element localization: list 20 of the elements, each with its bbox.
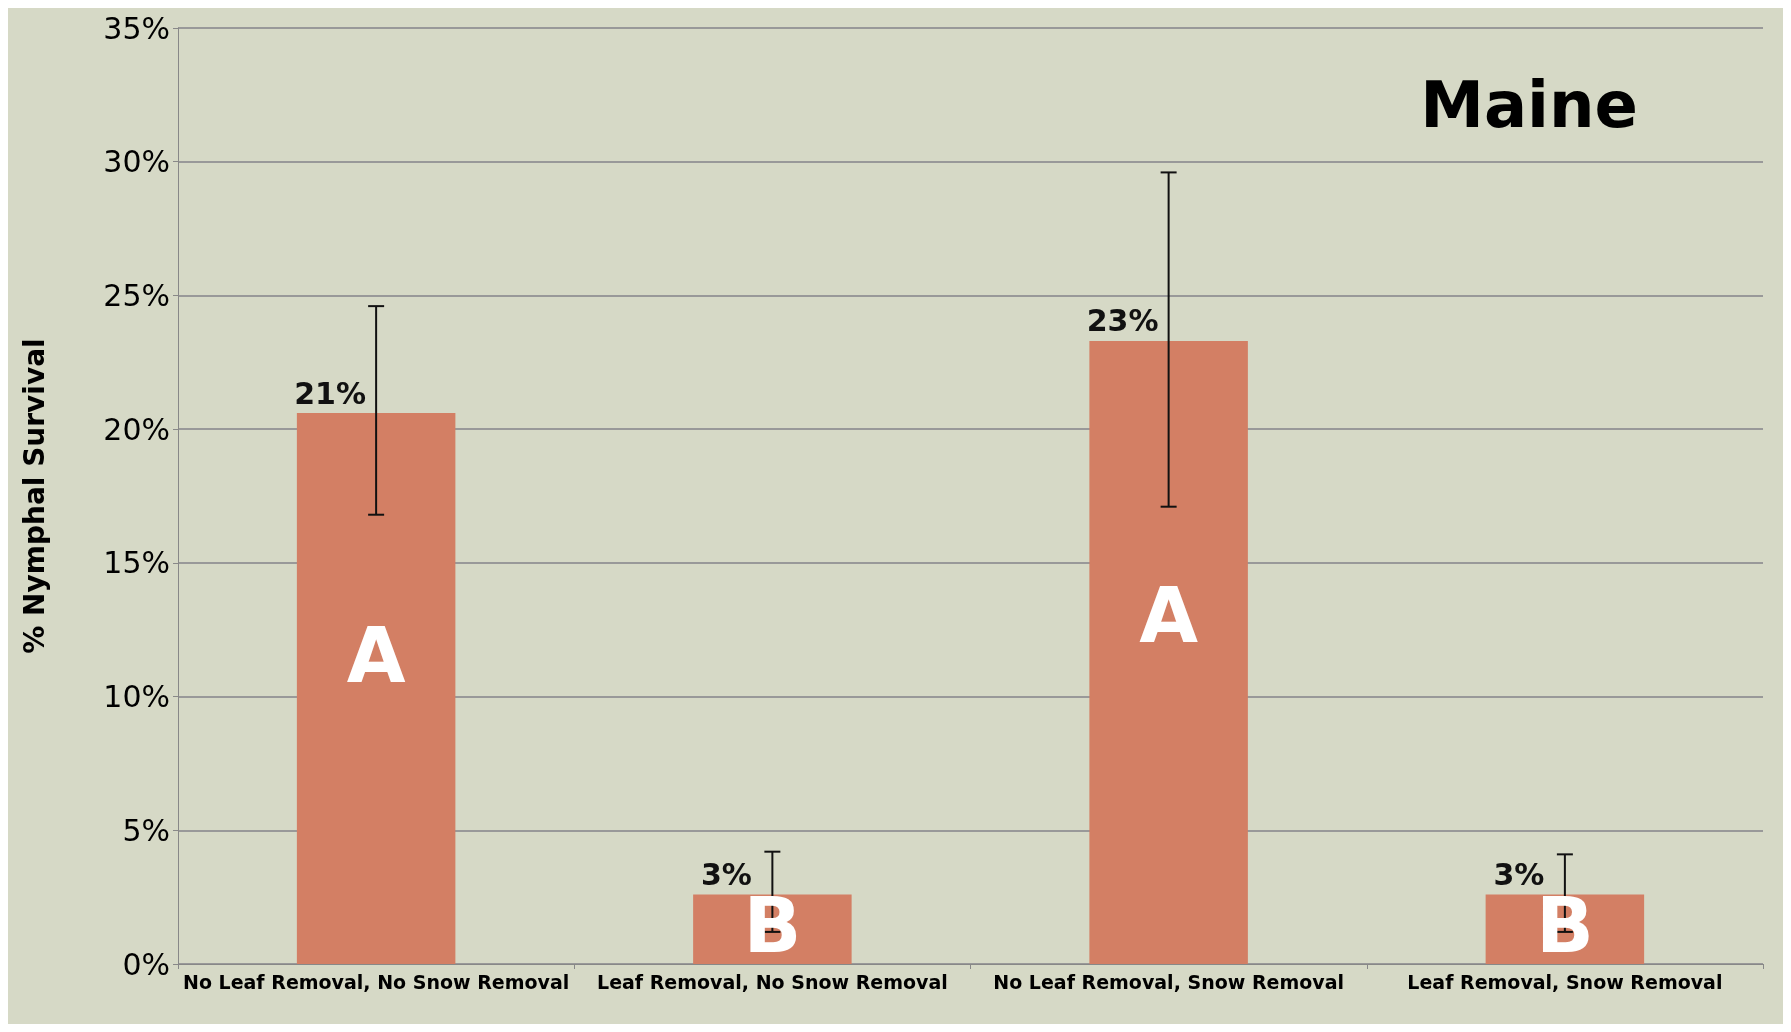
y-tick-label: 20% — [103, 411, 170, 447]
y-tick-label: 25% — [103, 277, 170, 313]
y-tick-label: 30% — [103, 144, 170, 180]
annotation: A — [346, 610, 406, 700]
data-label: 21% — [294, 375, 367, 411]
x-tick-label: No Leaf Removal, Snow Removal — [993, 970, 1344, 993]
y-tick-label: 0% — [122, 946, 170, 982]
x-tick-label: Leaf Removal, No Snow Removal — [597, 970, 948, 993]
y-tick-label: 10% — [103, 679, 170, 715]
y-axis-title: % Nymphal Survival — [17, 338, 51, 654]
bar — [1089, 340, 1248, 964]
y-tick-label: 35% — [103, 10, 170, 46]
text: Maine — [1420, 68, 1638, 142]
x-tick-label: Leaf Removal, Snow Removal — [1407, 970, 1723, 993]
data-label: 23% — [1086, 303, 1159, 339]
y-tick-label: 5% — [122, 812, 170, 848]
bar — [296, 413, 456, 964]
annotation: A — [1139, 570, 1199, 660]
y-tick-label: 15% — [103, 545, 170, 581]
x-tick-label: No Leaf Removal, No Snow Removal — [182, 970, 570, 993]
